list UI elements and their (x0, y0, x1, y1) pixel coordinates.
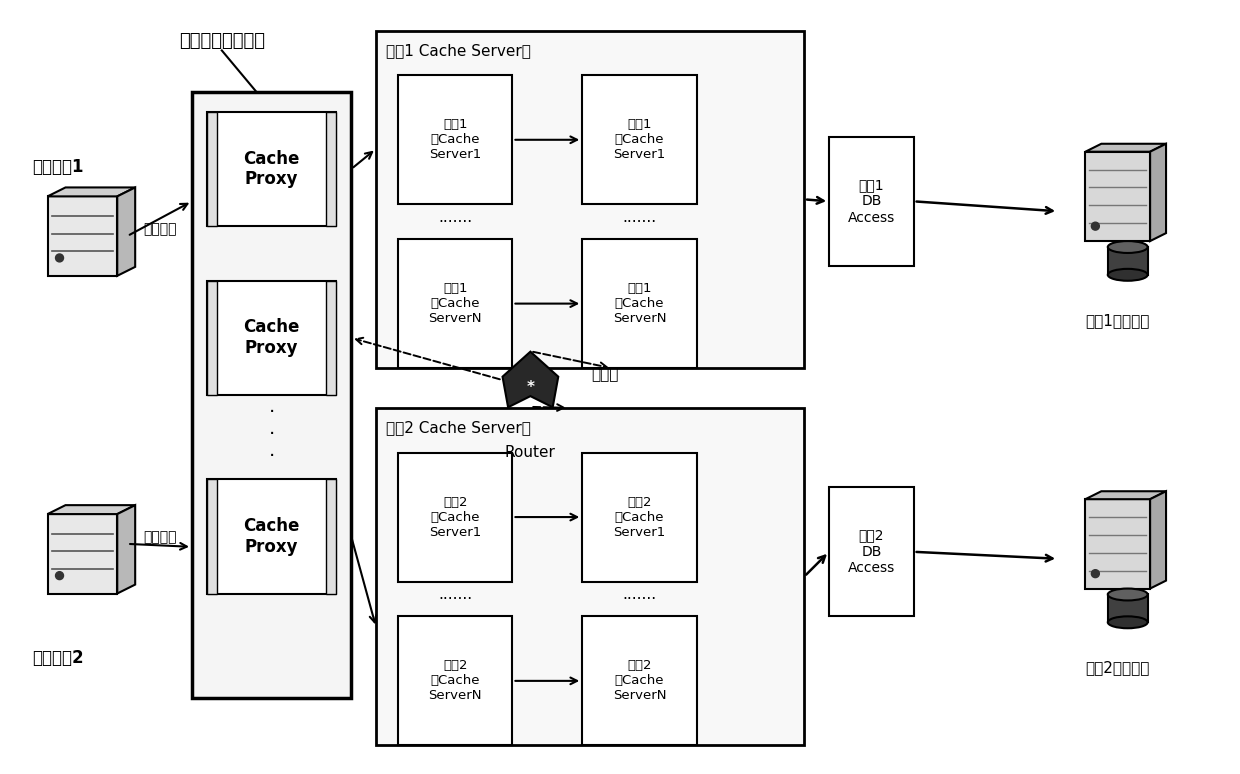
Text: 业务应用1: 业务应用1 (32, 158, 83, 176)
Bar (207, 281, 217, 395)
Text: 业务2
备Cache
ServerN: 业务2 备Cache ServerN (613, 659, 666, 702)
Bar (326, 479, 336, 594)
Text: 数据操作: 数据操作 (144, 222, 177, 236)
Circle shape (56, 572, 63, 580)
Bar (582, 453, 697, 581)
Text: Cache
Proxy: Cache Proxy (243, 517, 300, 556)
Text: 业务1
备Cache
Server1: 业务1 备Cache Server1 (614, 118, 666, 161)
Bar (830, 488, 914, 616)
Polygon shape (1151, 144, 1166, 241)
Bar (582, 239, 697, 368)
Circle shape (1091, 222, 1100, 230)
Text: 路由器: 路由器 (591, 368, 619, 382)
Text: 业务2
主Cache
Server1: 业务2 主Cache Server1 (429, 495, 481, 539)
Text: Router: Router (505, 445, 556, 460)
Bar (47, 197, 118, 276)
Text: 业务1
主Cache
ServerN: 业务1 主Cache ServerN (429, 282, 482, 325)
Bar (582, 75, 697, 204)
Polygon shape (47, 187, 135, 197)
Bar (1085, 499, 1151, 588)
Bar (1107, 247, 1148, 275)
Bar (376, 31, 805, 368)
Text: 业务2
主Cache
ServerN: 业务2 主Cache ServerN (429, 659, 482, 702)
Text: 多个代理服务模块: 多个代理服务模块 (179, 32, 265, 50)
Polygon shape (47, 505, 135, 514)
Text: 业务1
DB
Access: 业务1 DB Access (848, 178, 895, 224)
Text: Cache
Proxy: Cache Proxy (243, 149, 300, 189)
Text: 业务2
备Cache
Server1: 业务2 备Cache Server1 (614, 495, 666, 539)
Bar (192, 92, 351, 697)
Bar (47, 514, 118, 594)
Bar (1085, 152, 1151, 241)
Text: ·······: ······· (622, 214, 656, 230)
Bar (376, 408, 805, 745)
Text: 业务应用2: 业务应用2 (32, 649, 83, 667)
Polygon shape (1085, 144, 1166, 152)
Bar (326, 281, 336, 395)
Text: ·
·
·: · · · (268, 403, 275, 466)
Text: Cache
Proxy: Cache Proxy (243, 318, 300, 358)
Bar (1107, 594, 1148, 622)
Bar (207, 112, 336, 226)
Text: 业务1
主Cache
Server1: 业务1 主Cache Server1 (429, 118, 481, 161)
Bar (398, 453, 512, 581)
Bar (398, 239, 512, 368)
Polygon shape (502, 351, 558, 407)
Ellipse shape (1107, 588, 1148, 601)
Text: *: * (527, 380, 534, 396)
Text: 业务1
备Cache
ServerN: 业务1 备Cache ServerN (613, 282, 666, 325)
Circle shape (56, 254, 63, 262)
Text: ·······: ······· (622, 592, 656, 607)
Circle shape (1091, 570, 1100, 577)
Polygon shape (118, 505, 135, 594)
Polygon shape (118, 187, 135, 276)
Text: 业务1 Cache Server群: 业务1 Cache Server群 (386, 43, 531, 58)
Text: 业务2 Cache Server群: 业务2 Cache Server群 (386, 420, 531, 435)
Bar (207, 281, 336, 395)
Text: ·······: ······· (438, 592, 472, 607)
Ellipse shape (1107, 616, 1148, 628)
Text: ·······: ······· (438, 214, 472, 230)
Ellipse shape (1107, 241, 1148, 253)
Bar (398, 75, 512, 204)
Ellipse shape (1107, 269, 1148, 281)
Bar (207, 112, 217, 226)
Bar (207, 479, 217, 594)
Text: 业务2存储介质: 业务2存储介质 (1085, 660, 1149, 676)
Text: 数据操作: 数据操作 (144, 530, 177, 544)
Polygon shape (1085, 491, 1166, 499)
Bar (398, 616, 512, 745)
Polygon shape (1151, 491, 1166, 588)
Text: 业务2
DB
Access: 业务2 DB Access (848, 529, 895, 575)
Bar (207, 479, 336, 594)
Bar (830, 137, 914, 266)
Text: 业务1存储介质: 业务1存储介质 (1085, 313, 1149, 328)
Bar (326, 112, 336, 226)
Bar (582, 616, 697, 745)
